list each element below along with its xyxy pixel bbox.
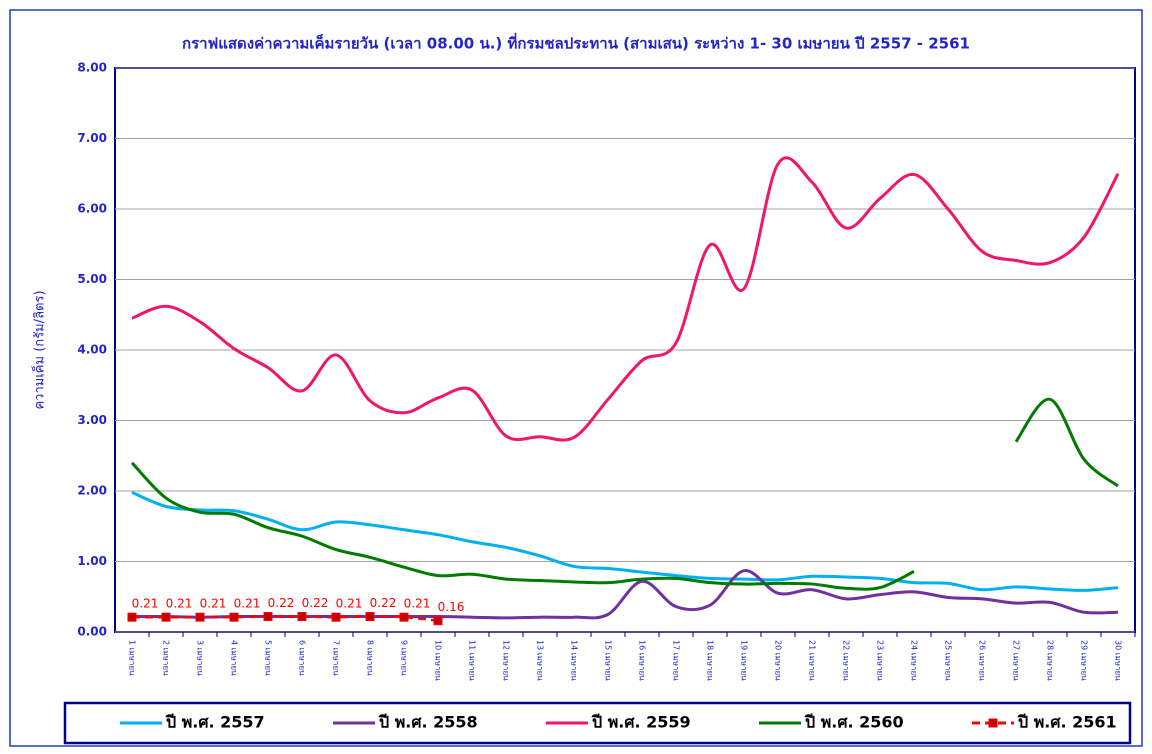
x-tick-label: 8 เมษายน [366, 640, 375, 676]
data-label: 0.21 [404, 597, 431, 611]
series-line [1014, 397, 1119, 488]
legend-label: ปี พ.ศ. 2558 [378, 713, 478, 732]
x-tick-label: 17 เมษายน [672, 640, 681, 681]
y-tick-label: 8.00 [77, 61, 107, 75]
data-label: 0.22 [302, 596, 329, 610]
x-tick-label: 30 เมษายน [1114, 640, 1123, 681]
x-tick-label: 19 เมษายน [740, 640, 749, 681]
series-marker [161, 612, 171, 622]
y-tick-label: 1.00 [77, 554, 107, 568]
data-label: 0.21 [200, 597, 227, 611]
legend-box [63, 701, 1132, 745]
x-tick-label: 29 เมษายน [1080, 640, 1089, 681]
series-marker [331, 612, 341, 622]
legend-label: ปี พ.ศ. 2557 [165, 713, 265, 732]
x-tick-label: 16 เมษายน [638, 640, 647, 681]
x-tick-label: 2 เมษายน [162, 640, 171, 676]
chart-title: กราฟแสดงค่าความเค็มรายวัน (เวลา 08.00 น.… [182, 33, 970, 53]
x-tick-label: 11 เมษายน [468, 640, 477, 681]
x-tick-label: 5 เมษายน [264, 640, 273, 676]
x-tick-label: 10 เมษายน [434, 640, 443, 681]
y-tick-label: 4.00 [77, 343, 107, 357]
series-marker [127, 612, 137, 622]
data-label: 0.22 [370, 596, 397, 610]
x-tick-label: 18 เมษายน [706, 640, 715, 681]
data-label: 0.21 [166, 597, 193, 611]
y-axis-label: ความเค็ม (กรัม/ลิตร) [30, 290, 48, 409]
x-tick-label: 24 เมษายน [910, 640, 919, 681]
x-tick-label: 28 เมษายน [1046, 640, 1055, 681]
data-label: 0.21 [336, 597, 363, 611]
series-marker [365, 611, 375, 621]
series-marker [433, 616, 443, 626]
series-line [130, 461, 915, 591]
series-line [131, 156, 1120, 442]
y-tick-label: 0.00 [77, 625, 107, 639]
y-tick-label: 6.00 [77, 202, 107, 216]
series-marker [263, 611, 273, 621]
data-label: 0.21 [234, 597, 261, 611]
y-tick-label: 7.00 [77, 131, 107, 145]
y-tick-label: 5.00 [77, 272, 107, 286]
y-tick-label: 2.00 [77, 484, 107, 498]
x-tick-label: 14 เมษายน [570, 640, 579, 681]
legend-label: ปี พ.ศ. 2559 [591, 713, 691, 732]
legend-label: ปี พ.ศ. 2560 [804, 713, 904, 732]
x-tick-label: 13 เมษายน [536, 640, 545, 681]
series-marker [297, 611, 307, 621]
x-tick-label: 6 เมษายน [298, 640, 307, 676]
data-label: 0.22 [268, 596, 295, 610]
x-tick-label: 12 เมษายน [502, 640, 511, 681]
x-tick-label: 26 เมษายน [978, 640, 987, 681]
x-tick-label: 20 เมษายน [774, 640, 783, 681]
x-tick-label: 15 เมษายน [604, 640, 613, 681]
x-tick-label: 1 เมษายน [128, 640, 137, 676]
series-line [131, 491, 1119, 592]
chart-frame [9, 9, 1143, 747]
x-tick-label: 22 เมษายน [842, 640, 851, 681]
y-tick-label: 3.00 [77, 413, 107, 427]
x-tick-label: 3 เมษายน [196, 640, 205, 676]
x-tick-label: 9 เมษายน [400, 640, 409, 676]
x-tick-label: 23 เมษายน [876, 640, 885, 681]
x-tick-label: 7 เมษายน [332, 640, 341, 676]
x-tick-label: 4 เมษายน [230, 640, 239, 676]
legend-marker [988, 718, 998, 728]
x-tick-label: 27 เมษายน [1012, 640, 1021, 681]
series-marker [399, 612, 409, 622]
data-label: 0.21 [132, 597, 159, 611]
legend-label: ปี พ.ศ. 2561 [1017, 713, 1117, 732]
x-tick-label: 25 เมษายน [944, 640, 953, 681]
x-tick-label: 21 เมษายน [808, 640, 817, 681]
series-marker [229, 612, 239, 622]
data-label: 0.16 [438, 600, 465, 614]
series-marker [195, 612, 205, 622]
